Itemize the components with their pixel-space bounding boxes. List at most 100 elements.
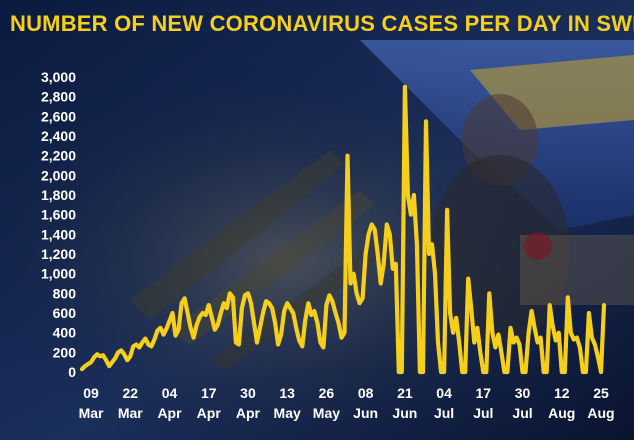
x-tick-month-label: Jul	[473, 405, 493, 421]
x-tick-month-label: Jun	[353, 405, 378, 421]
data-point	[120, 349, 122, 351]
y-tick-label: 2,400	[41, 128, 76, 144]
data-point	[512, 341, 515, 344]
data-point	[458, 341, 460, 344]
y-axis: 0 200 400 600 800 1,000 1,200 1,400 1,600 1,800 2,…	[41, 69, 76, 380]
y-tick-label: 2,000	[41, 167, 76, 183]
data-point	[244, 294, 246, 296]
x-tick-day-label: 21	[397, 385, 413, 401]
data-point	[479, 351, 481, 353]
data-point	[331, 300, 333, 302]
data-point	[286, 302, 288, 304]
data-point	[190, 327, 192, 329]
data-point	[392, 268, 394, 270]
data-point	[208, 304, 210, 306]
chart-title: NUMBER OF NEW CORONAVIRUS CASES PER DAY …	[10, 11, 634, 36]
data-point	[579, 346, 581, 348]
data-point	[464, 371, 466, 373]
data-point	[470, 307, 472, 309]
data-point	[181, 302, 183, 304]
data-point	[440, 371, 442, 373]
data-point	[84, 365, 86, 367]
data-point	[494, 346, 496, 348]
data-point	[500, 351, 502, 353]
x-tick-month-label: Mar	[79, 405, 104, 421]
y-tick-label: 1,200	[41, 246, 76, 262]
data-point	[168, 320, 171, 322]
data-point	[123, 353, 125, 355]
data-point	[443, 371, 445, 373]
data-point	[570, 332, 572, 334]
data-point	[552, 325, 554, 327]
data-point	[307, 302, 309, 304]
data-point	[214, 329, 216, 331]
x-tick-month-label: Apr	[197, 405, 222, 421]
data-point	[259, 327, 261, 329]
data-point	[162, 334, 165, 336]
data-point	[543, 371, 545, 373]
x-tick-month-label: Apr	[236, 405, 261, 421]
data-point	[340, 337, 343, 339]
x-tick-day-label: 17	[201, 385, 217, 401]
data-point	[503, 371, 505, 373]
series-lines	[79, 84, 607, 375]
data-point	[250, 302, 252, 304]
x-tick-day-label: 22	[122, 385, 138, 401]
data-point	[401, 371, 403, 373]
x-tick-month-label: Jun	[392, 405, 417, 421]
data-point	[193, 337, 195, 339]
x-tick-day-label: 13	[279, 385, 295, 401]
data-point	[105, 359, 107, 361]
data-point	[371, 223, 373, 226]
x-tick-month-label: Aug	[548, 405, 575, 421]
y-tick-label: 2,200	[41, 148, 76, 164]
data-point	[147, 343, 149, 346]
data-point	[159, 327, 162, 329]
data-point	[434, 273, 436, 275]
x-tick-day-label: 26	[319, 385, 335, 401]
data-point	[380, 282, 382, 285]
data-point	[117, 351, 119, 353]
data-point	[449, 312, 451, 314]
data-point	[473, 341, 475, 344]
data-point	[319, 341, 321, 344]
data-point	[217, 324, 219, 326]
x-tick-day-label: 08	[358, 385, 374, 401]
data-point	[226, 307, 228, 309]
data-point	[87, 363, 89, 365]
data-point	[425, 120, 427, 122]
y-tick-label: 2,800	[41, 89, 76, 105]
data-point	[241, 307, 243, 309]
data-point	[325, 304, 327, 306]
y-tick-label: 1,800	[41, 187, 76, 203]
data-point	[229, 292, 231, 294]
data-point	[407, 194, 409, 196]
data-point	[108, 365, 110, 367]
data-point	[428, 253, 430, 255]
data-point	[515, 337, 518, 339]
data-point	[277, 343, 279, 346]
data-point	[564, 371, 566, 373]
data-point	[265, 300, 267, 302]
data-point	[506, 371, 508, 373]
data-point	[150, 345, 152, 347]
data-point	[446, 209, 448, 211]
data-point	[235, 341, 237, 344]
data-point	[96, 353, 98, 355]
data-point	[528, 332, 530, 334]
data-point	[220, 312, 222, 314]
y-tick-label: 2,600	[41, 108, 76, 124]
y-tick-label: 200	[53, 344, 77, 360]
data-point	[138, 346, 140, 348]
data-point	[238, 343, 240, 346]
data-point	[588, 312, 590, 314]
x-axis: 09 Mar 22 Mar 04 Apr 17 Apr 30 Apr 13 May 26 May 08 Jun…	[79, 385, 615, 421]
data-point	[488, 292, 490, 294]
y-tick-label: 800	[53, 285, 77, 301]
data-point	[524, 371, 527, 373]
data-point	[585, 371, 587, 373]
data-point	[346, 155, 349, 157]
data-point	[292, 312, 294, 314]
